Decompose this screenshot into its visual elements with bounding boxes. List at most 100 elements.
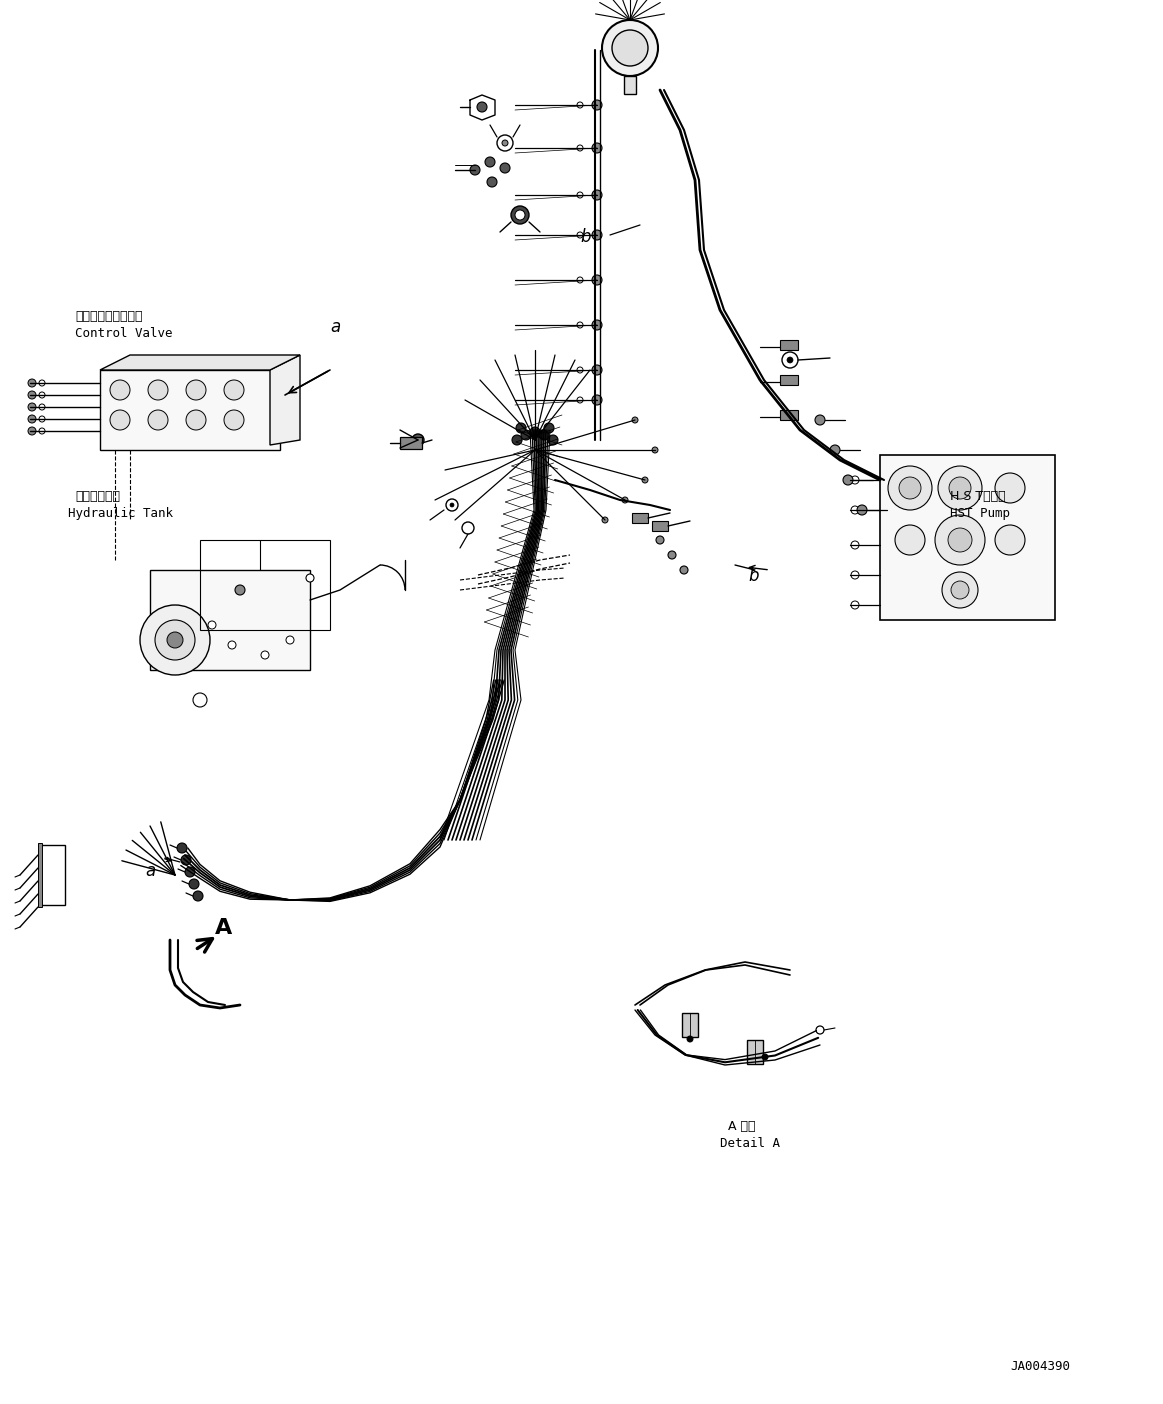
Circle shape <box>28 416 36 423</box>
Circle shape <box>511 206 529 225</box>
Circle shape <box>996 473 1025 503</box>
Circle shape <box>148 380 167 400</box>
Text: b: b <box>580 227 591 246</box>
Circle shape <box>851 505 859 514</box>
Circle shape <box>602 20 658 76</box>
Circle shape <box>899 477 921 498</box>
Circle shape <box>515 211 525 220</box>
Bar <box>652 521 668 531</box>
Circle shape <box>208 621 216 629</box>
Circle shape <box>40 416 45 423</box>
Circle shape <box>512 435 522 445</box>
Circle shape <box>830 445 840 455</box>
Circle shape <box>110 410 130 430</box>
Circle shape <box>592 143 602 153</box>
Circle shape <box>592 275 602 285</box>
Bar <box>780 340 798 350</box>
Circle shape <box>851 601 859 609</box>
Circle shape <box>851 476 859 484</box>
Bar <box>150 570 311 670</box>
Text: a: a <box>330 317 341 336</box>
Circle shape <box>40 392 45 397</box>
Circle shape <box>544 423 554 432</box>
Text: a: a <box>145 862 155 880</box>
Circle shape <box>762 1054 768 1060</box>
Circle shape <box>656 536 664 543</box>
Circle shape <box>186 410 206 430</box>
Circle shape <box>148 410 167 430</box>
Bar <box>880 455 1055 621</box>
Circle shape <box>949 477 971 498</box>
Circle shape <box>592 230 602 240</box>
Circle shape <box>193 892 204 901</box>
Circle shape <box>577 397 583 403</box>
Bar <box>682 1014 698 1038</box>
Circle shape <box>110 380 130 400</box>
Circle shape <box>592 365 602 375</box>
Polygon shape <box>100 355 300 371</box>
Circle shape <box>948 528 972 552</box>
Circle shape <box>622 497 628 503</box>
Circle shape <box>996 525 1025 555</box>
Circle shape <box>577 322 583 329</box>
Bar <box>414 444 418 449</box>
Circle shape <box>815 416 825 425</box>
Circle shape <box>28 390 36 399</box>
Circle shape <box>477 102 487 112</box>
Bar <box>200 541 330 630</box>
Circle shape <box>896 525 925 555</box>
Circle shape <box>450 503 454 507</box>
Circle shape <box>687 1036 693 1042</box>
Circle shape <box>787 357 793 364</box>
Text: A 詳細: A 詳細 <box>728 1120 756 1133</box>
Circle shape <box>140 605 211 675</box>
Circle shape <box>592 395 602 404</box>
Circle shape <box>40 428 45 434</box>
Bar <box>625 76 636 94</box>
Circle shape <box>502 140 508 146</box>
Circle shape <box>261 651 269 658</box>
Circle shape <box>577 366 583 373</box>
Circle shape <box>224 410 244 430</box>
Circle shape <box>516 423 526 432</box>
Circle shape <box>28 427 36 435</box>
Circle shape <box>577 232 583 239</box>
Circle shape <box>470 166 480 176</box>
Circle shape <box>816 1026 825 1033</box>
Circle shape <box>286 636 294 644</box>
Text: 作動油タンク: 作動油タンク <box>74 490 120 503</box>
Bar <box>40 845 65 906</box>
Circle shape <box>412 434 424 446</box>
Bar <box>400 437 422 449</box>
Polygon shape <box>270 355 300 445</box>
Circle shape <box>445 498 458 511</box>
Circle shape <box>40 380 45 386</box>
Circle shape <box>889 466 932 510</box>
Circle shape <box>632 417 638 423</box>
Circle shape <box>851 571 859 578</box>
Text: H S Tポンプ: H S Tポンプ <box>950 490 1006 503</box>
Circle shape <box>500 163 511 173</box>
Bar <box>406 444 409 449</box>
Text: A: A <box>215 918 233 938</box>
Circle shape <box>530 427 540 437</box>
Circle shape <box>577 277 583 284</box>
Text: HST Pump: HST Pump <box>950 507 1009 519</box>
Bar <box>100 371 280 451</box>
Circle shape <box>577 102 583 108</box>
Circle shape <box>462 522 475 534</box>
Circle shape <box>28 403 36 411</box>
Bar <box>38 842 42 907</box>
Circle shape <box>577 145 583 152</box>
Circle shape <box>680 566 688 574</box>
Bar <box>780 375 798 385</box>
Circle shape <box>592 320 602 330</box>
Circle shape <box>228 642 236 649</box>
Circle shape <box>652 446 658 453</box>
Circle shape <box>577 192 583 198</box>
Circle shape <box>592 100 602 110</box>
Circle shape <box>485 157 495 167</box>
Circle shape <box>538 430 549 439</box>
Circle shape <box>181 855 191 865</box>
Bar <box>411 444 413 449</box>
